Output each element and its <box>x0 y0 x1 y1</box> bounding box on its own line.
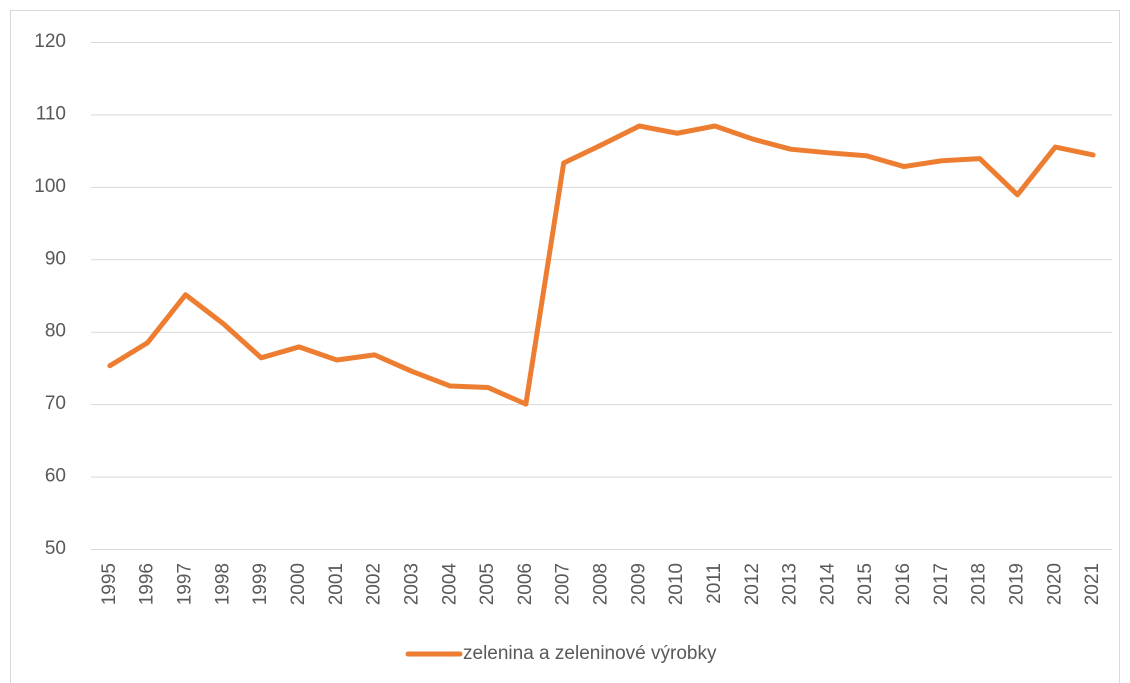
x-tick-label: 2008 <box>591 563 612 605</box>
legend-label: zelenina a zeleninové výrobky <box>463 643 717 664</box>
y-tick-label: 110 <box>36 103 66 124</box>
x-tick-label: 2010 <box>666 563 687 605</box>
x-tick-label: 2011 <box>704 563 725 604</box>
x-tick-label: 2021 <box>1082 563 1103 605</box>
x-tick-label: 2006 <box>515 563 536 605</box>
y-tick-label: 90 <box>45 248 66 269</box>
chart-frame <box>10 10 1120 683</box>
x-tick-label: 1999 <box>250 563 271 605</box>
y-tick-label: 80 <box>45 321 66 342</box>
x-tick-label: 2005 <box>477 563 498 605</box>
x-tick-label: 2019 <box>1006 563 1027 605</box>
x-tick-label: 2018 <box>969 563 990 605</box>
x-tick-label: 2009 <box>628 563 649 605</box>
y-tick-label: 60 <box>45 466 66 487</box>
y-tick-label: 50 <box>45 538 66 559</box>
x-tick-label: 2016 <box>893 563 914 605</box>
x-tick-label: 2015 <box>855 563 876 605</box>
x-tick-label: 2012 <box>742 563 763 605</box>
x-tick-label: 2013 <box>780 563 801 605</box>
x-tick-label: 2004 <box>439 563 460 606</box>
x-tick-label: 2020 <box>1044 563 1065 605</box>
x-tick-label: 2014 <box>817 563 838 606</box>
x-tick-label: 2003 <box>401 563 422 605</box>
x-tick-label: 2007 <box>553 563 574 605</box>
x-tick-label: 2017 <box>931 563 952 605</box>
x-tick-label: 2002 <box>364 563 385 605</box>
data-line <box>107 123 1096 407</box>
y-tick-label: 100 <box>34 176 66 197</box>
x-tick-label: 2001 <box>326 563 347 605</box>
x-tick-label: 1997 <box>175 563 196 605</box>
y-tick-label: 120 <box>34 31 66 52</box>
x-tick-label: 1998 <box>212 563 233 605</box>
x-tick-label: 1995 <box>99 563 120 605</box>
x-tick-label: 2000 <box>288 563 309 605</box>
x-tick-label: 1996 <box>137 563 158 605</box>
y-tick-label: 70 <box>45 393 66 414</box>
